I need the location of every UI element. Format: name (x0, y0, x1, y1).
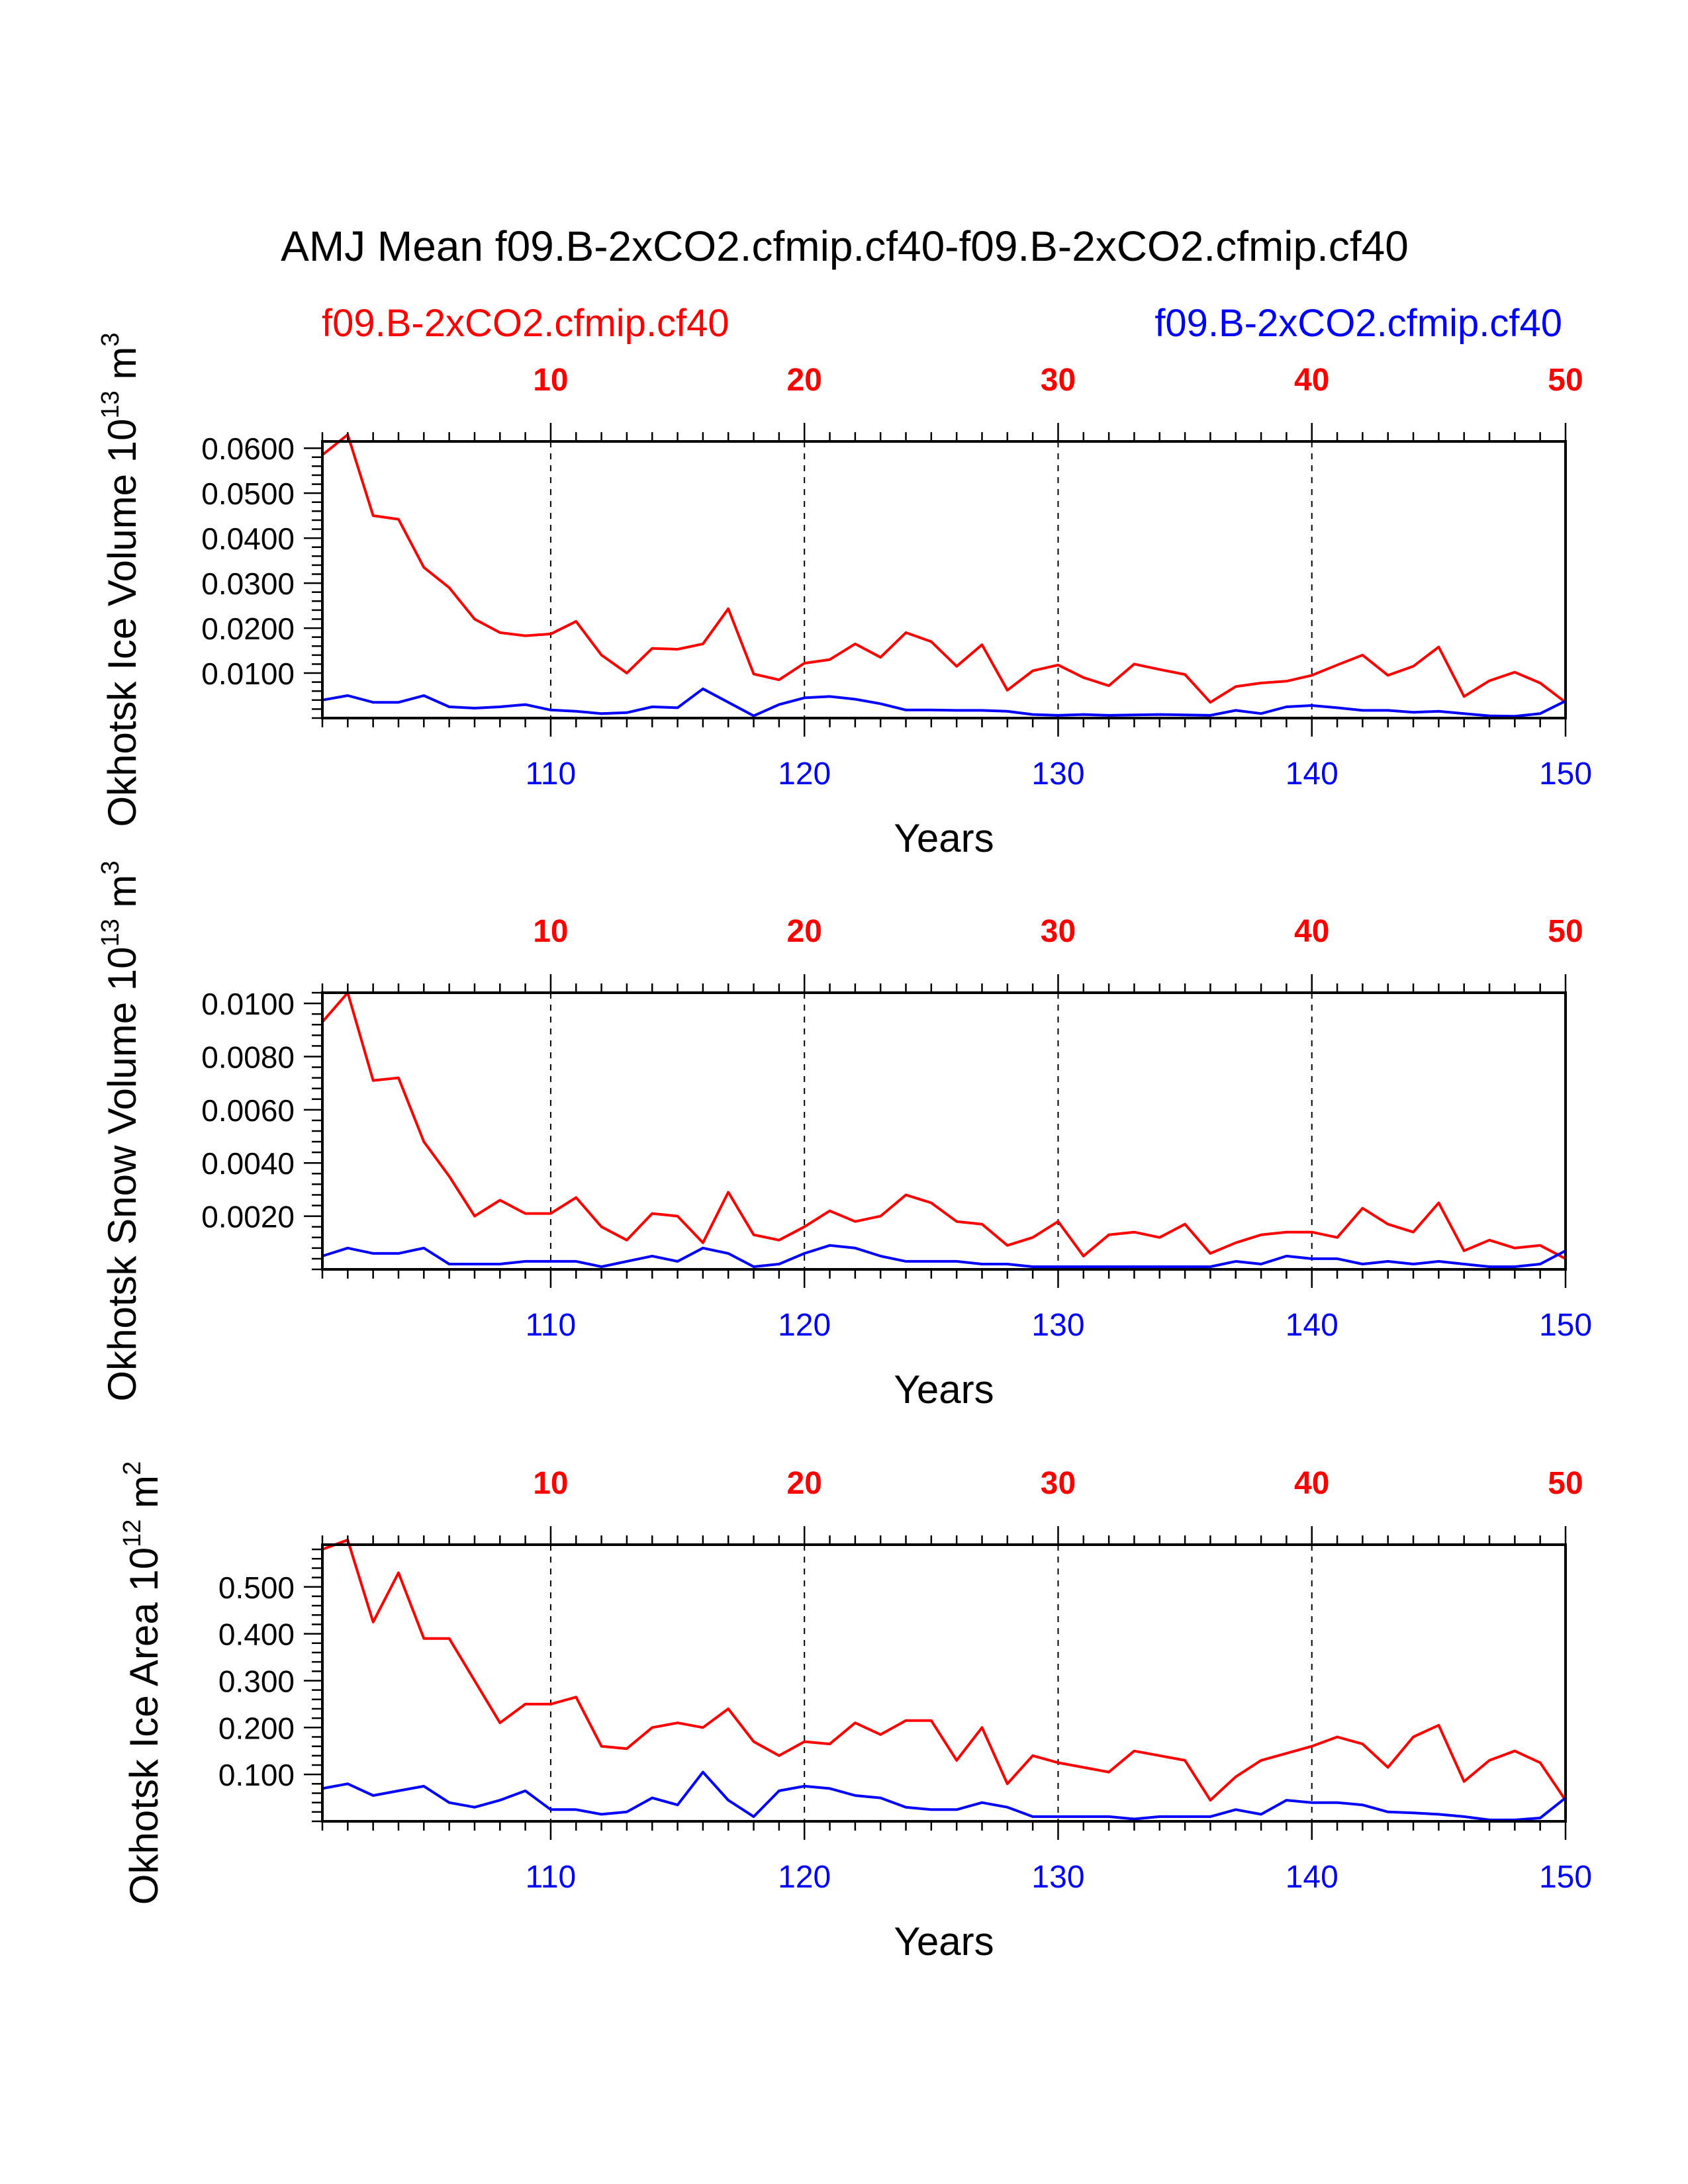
top-tick-label: 20 (787, 914, 822, 949)
y-tick-label: 0.0020 (201, 1200, 295, 1234)
bottom-tick-label: 130 (1031, 1308, 1084, 1343)
y-axis-label: Okhotsk Ice Area 1012 m2 (118, 1461, 166, 1905)
y-tick-label: 0.0200 (201, 612, 295, 646)
y-axis-label-exponent: 3 (97, 332, 124, 346)
top-tick-label: 30 (1041, 914, 1076, 949)
y-axis-label: Okhotsk Snow Volume 1013 m3 (97, 860, 144, 1401)
y-tick-label: 0.0080 (201, 1040, 295, 1074)
y-axis-label-exponent: 13 (97, 390, 124, 418)
series-red-line (321, 433, 1567, 704)
y-tick-label: 0.0040 (201, 1146, 295, 1181)
top-tick-label: 50 (1548, 1466, 1583, 1501)
y-tick-label: 0.0100 (201, 987, 295, 1021)
y-axis-label-exponent: 13 (97, 919, 124, 946)
bottom-tick-label: 110 (526, 756, 577, 792)
top-tick-label: 30 (1041, 363, 1076, 398)
panel-snow-volume: 0.0020 0.0040 0.0060 0.0080 0.0100 10 20 30 40 50… (97, 860, 1592, 1412)
x-axis-label: Years (894, 1919, 994, 1964)
bottom-tick-label: 150 (1539, 1308, 1592, 1343)
bottom-tick-label: 120 (778, 756, 831, 792)
bottom-tick-label: 110 (526, 1860, 577, 1895)
y-axis-label-exponent: 2 (118, 1461, 146, 1475)
top-tick-label: 10 (533, 914, 568, 949)
panel-ice-area: 0.100 0.200 0.300 0.400 0.500 10 20 30 40 50 110 12… (118, 1461, 1592, 1964)
y-tick-label: 0.100 (218, 1758, 295, 1792)
chart-title: AMJ Mean f09.B-2xCO2.cfmip.cf40-f09.B-2x… (281, 222, 1409, 270)
top-tick-label: 40 (1294, 1466, 1329, 1501)
plot-frame (321, 440, 1567, 719)
series-blue-line (322, 1244, 1566, 1268)
y-tick-label: 0.0400 (201, 522, 295, 556)
series-blue-line (322, 1770, 1567, 1821)
series-red-line (321, 991, 1566, 1260)
y-axis-label-text: m (122, 1475, 166, 1520)
top-tick-label: 20 (787, 363, 822, 398)
bottom-tick-label: 120 (778, 1308, 831, 1343)
bottom-tick-label: 130 (1031, 1860, 1084, 1895)
bottom-tick-label: 130 (1031, 756, 1084, 792)
y-tick-label: 0.300 (218, 1664, 295, 1698)
y-axis-label-text: Okhotsk Ice Volume 10 (100, 419, 144, 827)
legend-left-label: f09.B-2xCO2.cfmip.cf40 (322, 302, 729, 345)
bottom-tick-label: 150 (1539, 1860, 1592, 1895)
y-axis-label-text: Okhotsk Snow Volume 10 (100, 947, 144, 1402)
top-tick-label: 10 (533, 1466, 568, 1501)
top-tick-label: 10 (533, 363, 568, 398)
bottom-tick-label: 140 (1286, 756, 1338, 792)
y-axis-label-exponent: 12 (118, 1520, 146, 1547)
top-tick-label: 20 (787, 1466, 822, 1501)
panel-ice-volume: 0.0100 0.0200 0.0300 0.0400 0.0500 0.0600 10 20… (97, 332, 1592, 860)
top-tick-label: 40 (1294, 363, 1329, 398)
plot-frame (321, 1543, 1567, 1823)
top-tick-label: 50 (1548, 363, 1583, 398)
bottom-tick-label: 140 (1286, 1308, 1338, 1343)
y-tick-label: 0.0500 (201, 477, 295, 511)
bottom-tick-label: 120 (778, 1860, 831, 1895)
x-axis-label: Years (894, 816, 994, 860)
bottom-tick-label: 110 (526, 1308, 577, 1343)
series-red-line (322, 1538, 1567, 1802)
series-blue-line (322, 687, 1566, 718)
y-tick-label: 0.0600 (201, 432, 295, 466)
y-axis-label-text: Okhotsk Ice Area 10 (122, 1547, 166, 1905)
y-tick-label: 0.0300 (201, 567, 295, 601)
bottom-tick-label: 140 (1286, 1860, 1338, 1895)
y-tick-label: 0.0060 (201, 1093, 295, 1128)
y-tick-label: 0.500 (218, 1570, 295, 1605)
y-axis-label-text: m (100, 347, 144, 391)
top-tick-label: 40 (1294, 914, 1329, 949)
y-axis-label: Okhotsk Ice Volume 1013 m3 (97, 332, 144, 827)
y-tick-label: 0.400 (218, 1617, 295, 1652)
y-tick-label: 0.0100 (201, 657, 295, 691)
bottom-tick-label: 150 (1539, 756, 1592, 792)
y-axis-label-exponent: 3 (97, 860, 124, 874)
y-axis-label-text: m (100, 875, 144, 919)
top-tick-label: 50 (1548, 914, 1583, 949)
y-tick-label: 0.200 (218, 1711, 295, 1745)
top-tick-label: 30 (1041, 1466, 1076, 1501)
x-axis-label: Years (894, 1367, 994, 1412)
legend-right-label: f09.B-2xCO2.cfmip.cf40 (1154, 302, 1562, 345)
